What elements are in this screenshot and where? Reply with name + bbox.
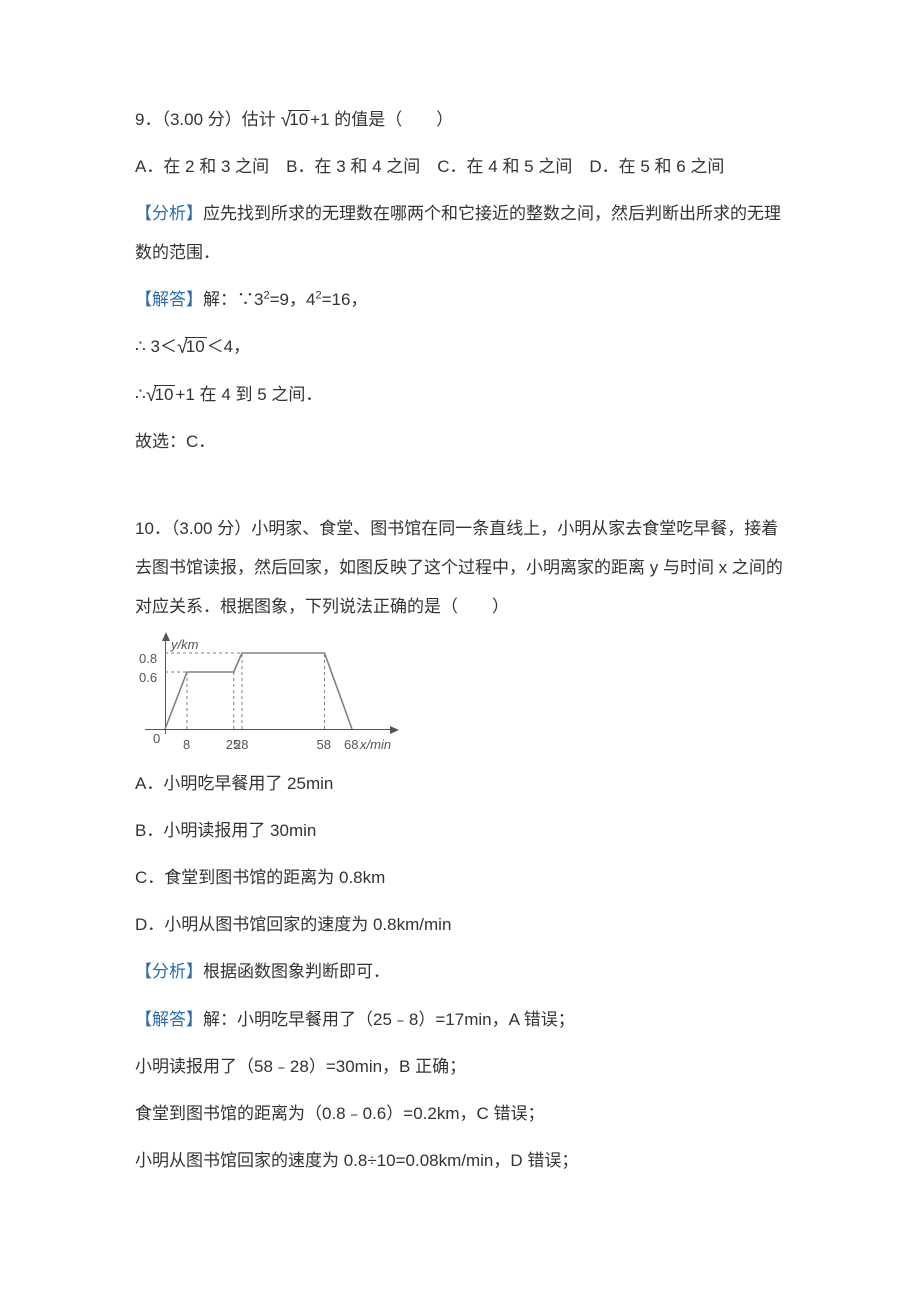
q9-options: A．在 2 和 3 之间 B．在 3 和 4 之间 C．在 4 和 5 之间 D… [135, 147, 785, 186]
q9-solve3-prefix: ∴ [135, 385, 146, 404]
q9-analysis: 【分析】应先找到所求的无理数在哪两个和它接近的整数之间，然后判断出所求的无理数的… [135, 194, 785, 272]
chart-svg [165, 634, 385, 729]
x-tick-label: 68 [344, 730, 358, 760]
q9-solve-1: 【解答】解：∵32=9，42=16， [135, 280, 785, 319]
q9-number: 9．（3.00 分）估计 [135, 110, 276, 129]
q10-analysis-text: 根据函数图象判断即可． [203, 962, 390, 981]
analysis-label: 【分析】 [135, 962, 203, 981]
q9-solve2-prefix: ∴ 3＜ [135, 337, 177, 356]
q9-solve-line1: 解：∵32=9，42=16， [203, 290, 367, 309]
q10-s1: 【解答】解：小明吃早餐用了（25﹣8）=17min，A 错误； [135, 1000, 785, 1039]
q10-option-a: A．小明吃早餐用了 25min [135, 764, 785, 803]
arrow-right-icon [390, 726, 399, 734]
sqrt-icon: √10 [281, 110, 311, 131]
origin-label: 0 [153, 724, 160, 754]
y-tick-label: 0.8 [139, 644, 157, 674]
q9-solve2-suffix: ＜4， [207, 337, 250, 356]
q9-sqrt-val-2: 10 [185, 337, 207, 357]
q10-s1-text: 解：小明吃早餐用了（25﹣8）=17min，A 错误； [203, 1010, 575, 1029]
q10-option-d: D．小明从图书馆回家的速度为 0.8km/min [135, 905, 785, 944]
solve-label: 【解答】 [135, 290, 203, 309]
q9-after-sqrt: +1 的值是（ ） [310, 110, 453, 129]
q10-analysis: 【分析】根据函数图象判断即可． [135, 952, 785, 991]
x-axis-label: x/min [360, 730, 391, 760]
x-tick-label: 8 [183, 730, 190, 760]
q10-s4: 小明从图书馆回家的速度为 0.8÷10=0.08km/min，D 错误； [135, 1141, 785, 1180]
q10-chart: y/km x/min 0 0.60.8825285868 [135, 634, 405, 754]
solve-label: 【解答】 [135, 1010, 203, 1029]
sqrt-icon: √10 [177, 337, 207, 358]
q9-solve-3: ∴√10+1 在 4 到 5 之间． [135, 375, 785, 414]
q10-s3: 食堂到图书馆的距离为（0.8﹣0.6）=0.2km，C 错误； [135, 1094, 785, 1133]
q9-analysis-text: 应先找到所求的无理数在哪两个和它接近的整数之间，然后判断出所求的无理数的范围． [135, 204, 781, 262]
q9-solve3-mid: +1 在 4 到 5 之间． [175, 385, 322, 404]
q10-option-c: C．食堂到图书馆的距离为 0.8km [135, 858, 785, 897]
q10-option-b: B．小明读报用了 30min [135, 811, 785, 850]
analysis-label: 【分析】 [135, 204, 203, 223]
q9-conclusion: 故选：C． [135, 422, 785, 461]
q9-sqrt-val: 10 [288, 110, 310, 130]
q10-intro: 10．（3.00 分）小明家、食堂、图书馆在同一条直线上，小明从家去食堂吃早餐，… [135, 509, 785, 626]
q9-stem: 9．（3.00 分）估计 √10+1 的值是（ ） [135, 100, 785, 139]
sqrt-icon: √10 [146, 385, 176, 406]
q9-solve-2: ∴ 3＜√10＜4， [135, 327, 785, 366]
x-tick-label: 28 [234, 730, 248, 760]
q9-sqrt-val-3: 10 [154, 385, 176, 405]
q10-s2: 小明读报用了（58﹣28）=30min，B 正确； [135, 1047, 785, 1086]
x-tick-label: 58 [317, 730, 331, 760]
